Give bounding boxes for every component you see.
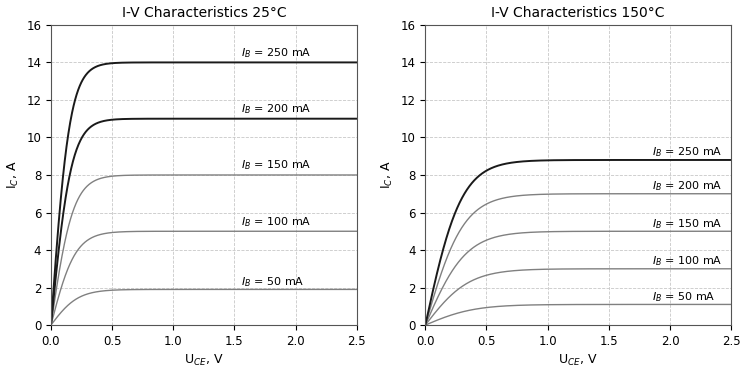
Title: I-V Characteristics 25°C: I-V Characteristics 25°C [122, 6, 286, 19]
Text: $I_{B}$ = 100 mA: $I_{B}$ = 100 mA [240, 215, 311, 229]
Y-axis label: I$_{C}$, A: I$_{C}$, A [380, 161, 395, 189]
Title: I-V Characteristics 150°C: I-V Characteristics 150°C [492, 6, 665, 19]
Text: $I_{B}$ = 100 mA: $I_{B}$ = 100 mA [651, 254, 722, 268]
Text: $I_{B}$ = 50 mA: $I_{B}$ = 50 mA [240, 275, 304, 289]
X-axis label: U$_{CE}$, V: U$_{CE}$, V [559, 353, 598, 368]
X-axis label: U$_{CE}$, V: U$_{CE}$, V [184, 353, 224, 368]
Text: $I_{B}$ = 250 mA: $I_{B}$ = 250 mA [240, 46, 311, 60]
Text: $I_{B}$ = 50 mA: $I_{B}$ = 50 mA [651, 290, 715, 304]
Text: $I_{B}$ = 150 mA: $I_{B}$ = 150 mA [651, 217, 722, 231]
Text: $I_{B}$ = 200 mA: $I_{B}$ = 200 mA [651, 180, 722, 193]
Text: $I_{B}$ = 150 mA: $I_{B}$ = 150 mA [240, 159, 311, 172]
Y-axis label: I$_{C}$, A: I$_{C}$, A [5, 161, 21, 189]
Text: $I_{B}$ = 250 mA: $I_{B}$ = 250 mA [651, 145, 722, 159]
Text: $I_{B}$ = 200 mA: $I_{B}$ = 200 mA [240, 102, 311, 116]
